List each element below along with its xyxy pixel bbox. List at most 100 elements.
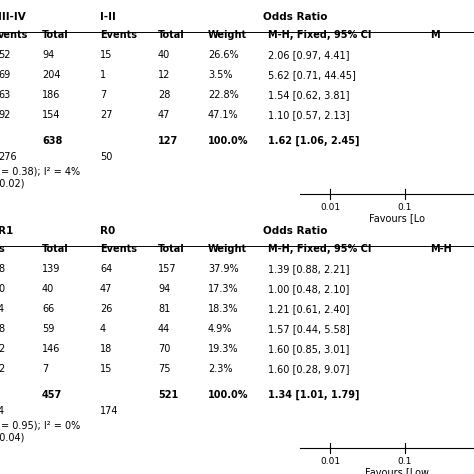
Text: 47: 47 (158, 110, 170, 120)
Text: M-H, Fixed, 95% CI: M-H, Fixed, 95% CI (268, 244, 371, 254)
Text: 1.60 [0.28, 9.07]: 1.60 [0.28, 9.07] (268, 364, 349, 374)
Text: Total: Total (158, 244, 185, 254)
Text: Odds Ratio: Odds Ratio (263, 12, 328, 22)
Text: = 0.02): = 0.02) (0, 178, 25, 188)
Text: 638: 638 (42, 136, 63, 146)
Text: 7: 7 (42, 364, 48, 374)
Text: 100.0%: 100.0% (208, 136, 248, 146)
Text: 1.10 [0.57, 2.13]: 1.10 [0.57, 2.13] (268, 110, 350, 120)
Text: 92: 92 (0, 110, 10, 120)
Text: 22.8%: 22.8% (208, 90, 239, 100)
Text: 94: 94 (158, 284, 170, 294)
Text: 1.00 [0.48, 2.10]: 1.00 [0.48, 2.10] (268, 284, 349, 294)
Text: Weight: Weight (208, 244, 247, 254)
Text: Total: Total (42, 30, 69, 40)
Text: M-H, Fixed, 95% CI: M-H, Fixed, 95% CI (268, 30, 371, 40)
Text: 204: 204 (42, 70, 61, 80)
Text: 2.06 [0.97, 4.41]: 2.06 [0.97, 4.41] (268, 50, 349, 60)
Text: 47.1%: 47.1% (208, 110, 238, 120)
Text: 69: 69 (0, 70, 10, 80)
Text: Weight: Weight (208, 30, 247, 40)
Text: R0: R0 (100, 226, 115, 236)
Text: 139: 139 (42, 264, 60, 274)
Text: 63: 63 (0, 90, 10, 100)
Text: 70: 70 (158, 344, 170, 354)
Text: 26: 26 (100, 304, 112, 314)
Text: 5.62 [0.71, 44.45]: 5.62 [0.71, 44.45] (268, 70, 356, 80)
Text: 37.9%: 37.9% (208, 264, 238, 274)
Text: 18: 18 (100, 344, 112, 354)
Text: 2: 2 (0, 364, 4, 374)
Text: 40: 40 (158, 50, 170, 60)
Text: 100.0%: 100.0% (208, 390, 248, 400)
Text: Odds Ratio: Odds Ratio (263, 226, 328, 236)
Text: vents: vents (0, 30, 28, 40)
Text: 26.6%: 26.6% (208, 50, 238, 60)
Text: 0.1: 0.1 (398, 457, 412, 466)
Text: 1.39 [0.88, 2.21]: 1.39 [0.88, 2.21] (268, 264, 349, 274)
Text: (P = 0.38); I² = 4%: (P = 0.38); I² = 4% (0, 166, 80, 176)
Text: 81: 81 (158, 304, 170, 314)
Text: 12: 12 (158, 70, 170, 80)
Text: Total: Total (42, 244, 69, 254)
Text: 94: 94 (42, 50, 54, 60)
Text: Favours [Low: Favours [Low (365, 467, 429, 474)
Text: 0.01: 0.01 (320, 203, 340, 212)
Text: = 0.04): = 0.04) (0, 432, 24, 442)
Text: Events: Events (100, 244, 137, 254)
Text: I-II: I-II (100, 12, 116, 22)
Text: 8: 8 (0, 264, 4, 274)
Text: 0.01: 0.01 (320, 457, 340, 466)
Text: 2.3%: 2.3% (208, 364, 233, 374)
Text: 28: 28 (158, 90, 170, 100)
Text: Favours [Lo: Favours [Lo (369, 213, 425, 223)
Text: 17.3%: 17.3% (208, 284, 238, 294)
Text: (P = 0.95); I² = 0%: (P = 0.95); I² = 0% (0, 420, 80, 430)
Text: 4: 4 (0, 406, 4, 416)
Text: R1: R1 (0, 226, 13, 236)
Text: 15: 15 (100, 50, 112, 60)
Text: 4: 4 (0, 304, 4, 314)
Text: 1.21 [0.61, 2.40]: 1.21 [0.61, 2.40] (268, 304, 349, 314)
Text: 66: 66 (42, 304, 54, 314)
Text: 4: 4 (100, 324, 106, 334)
Text: 50: 50 (100, 152, 112, 162)
Text: 59: 59 (42, 324, 55, 334)
Text: 52: 52 (0, 50, 10, 60)
Text: 15: 15 (100, 364, 112, 374)
Text: 4.9%: 4.9% (208, 324, 232, 334)
Text: 1.57 [0.44, 5.58]: 1.57 [0.44, 5.58] (268, 324, 350, 334)
Text: 27: 27 (100, 110, 112, 120)
Text: 3.5%: 3.5% (208, 70, 233, 80)
Text: 19.3%: 19.3% (208, 344, 238, 354)
Text: 0.1: 0.1 (398, 203, 412, 212)
Text: 64: 64 (100, 264, 112, 274)
Text: Total: Total (158, 30, 185, 40)
Text: 521: 521 (158, 390, 178, 400)
Text: M-H: M-H (430, 244, 452, 254)
Text: 0: 0 (0, 284, 4, 294)
Text: 1: 1 (100, 70, 106, 80)
Text: 44: 44 (158, 324, 170, 334)
Text: III-IV: III-IV (0, 12, 26, 22)
Text: 1.60 [0.85, 3.01]: 1.60 [0.85, 3.01] (268, 344, 349, 354)
Text: 154: 154 (42, 110, 61, 120)
Text: 47: 47 (100, 284, 112, 294)
Text: 146: 146 (42, 344, 60, 354)
Text: 174: 174 (100, 406, 118, 416)
Text: s: s (0, 244, 4, 254)
Text: Events: Events (100, 30, 137, 40)
Text: 186: 186 (42, 90, 60, 100)
Text: 127: 127 (158, 136, 178, 146)
Text: 7: 7 (100, 90, 106, 100)
Text: 40: 40 (42, 284, 54, 294)
Text: 2: 2 (0, 344, 4, 354)
Text: 457: 457 (42, 390, 62, 400)
Text: 157: 157 (158, 264, 177, 274)
Text: 1.34 [1.01, 1.79]: 1.34 [1.01, 1.79] (268, 390, 359, 400)
Text: 1.54 [0.62, 3.81]: 1.54 [0.62, 3.81] (268, 90, 349, 100)
Text: 75: 75 (158, 364, 171, 374)
Text: M: M (430, 30, 439, 40)
Text: 8: 8 (0, 324, 4, 334)
Text: 276: 276 (0, 152, 17, 162)
